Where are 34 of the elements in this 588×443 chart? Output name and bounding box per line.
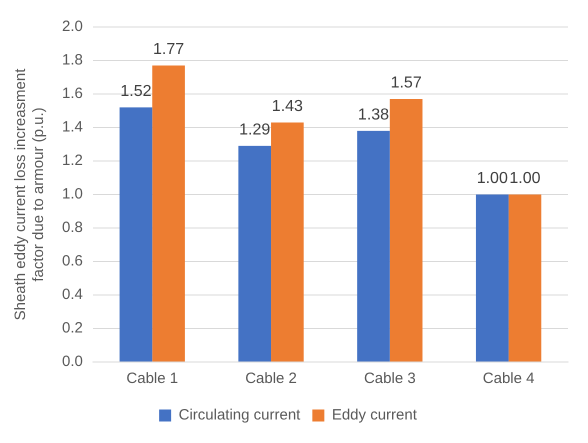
y-tick-label: 1.0: [62, 186, 83, 203]
data-label: 1.77: [153, 40, 184, 58]
x-tick-label: Cable 3: [364, 370, 416, 388]
data-label: 1.29: [239, 121, 270, 138]
x-tick-label: Cable 1: [126, 370, 178, 388]
data-label: 1.57: [390, 74, 422, 92]
data-label: 1.43: [272, 98, 304, 115]
data-label: 1.38: [358, 106, 390, 124]
legend-label: Eddy current: [332, 406, 418, 424]
y-tick-label: 0.2: [62, 320, 83, 337]
legend-label: Circulating current: [178, 406, 302, 424]
bar: [390, 99, 422, 362]
y-tick-label: 1.8: [62, 52, 83, 69]
bar: [271, 122, 304, 362]
data-label: 1.52: [120, 82, 152, 100]
x-tick-label: Cable 2: [245, 370, 297, 388]
y-tick-label: 0.0: [62, 353, 83, 370]
bar: [120, 107, 152, 362]
y-tick-label: 0.8: [62, 219, 83, 236]
y-axis-title: Sheath eddy current loss increasment factor due to armour (p.u.): [12, 68, 48, 320]
bar: [357, 130, 390, 362]
bar: [152, 66, 185, 362]
y-tick-label: 1.6: [62, 85, 83, 102]
data-label: 1.00: [476, 170, 508, 187]
y-tick-label: 1.2: [62, 152, 83, 170]
data-label: 1.00: [509, 170, 541, 187]
y-tick-label: 0.4: [62, 286, 83, 304]
bar: [476, 194, 509, 362]
x-tick-label: Cable 4: [482, 370, 534, 388]
bar: [238, 146, 272, 362]
y-tick-label: 0.6: [62, 252, 83, 270]
y-tick-label: 2.0: [62, 18, 83, 36]
bar: [508, 194, 542, 362]
y-tick-label: 1.4: [62, 118, 83, 136]
